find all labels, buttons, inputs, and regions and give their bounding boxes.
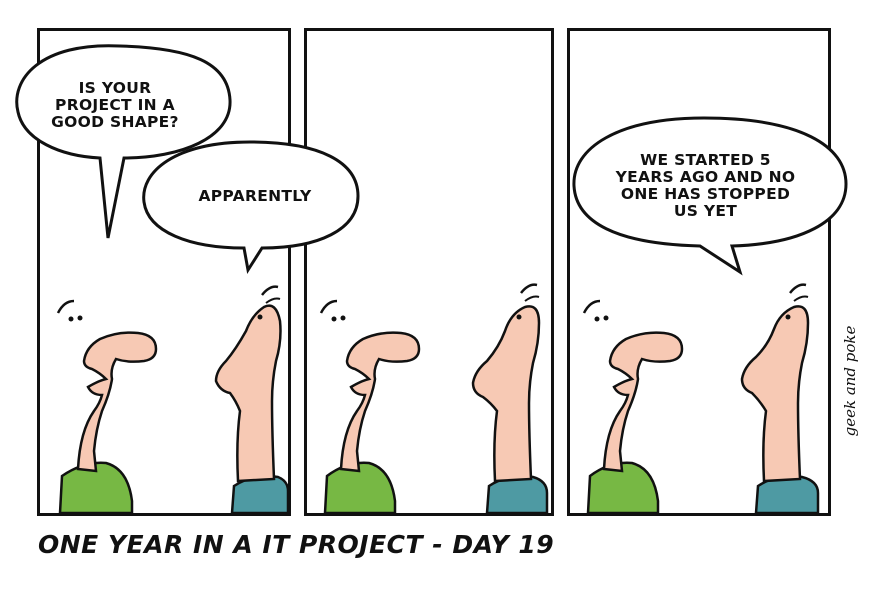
right-character xyxy=(740,283,820,513)
right-character xyxy=(471,283,549,513)
right-character xyxy=(214,285,288,513)
artist-signature-text: geek and poke xyxy=(841,325,859,437)
comic-panel-3 xyxy=(567,28,831,516)
speech-bubble-1-text: IS YOUR PROJECT IN A GOOD SHAPE? xyxy=(51,79,179,131)
comic-panel-2 xyxy=(304,28,554,516)
panel-2-art xyxy=(319,283,549,513)
green-shirt xyxy=(58,461,134,513)
left-character xyxy=(319,299,421,513)
speech-bubble-3-text: WE STARTED 5 YEARS AGO AND NO ONE HAS ST… xyxy=(615,151,796,220)
comic-caption: ONE YEAR IN A IT PROJECT - DAY 19 xyxy=(38,530,555,559)
panel-3-art xyxy=(582,283,820,513)
left-head xyxy=(76,331,158,473)
left-character xyxy=(56,299,158,513)
right-head xyxy=(214,304,282,483)
speech-bubble-2-text: APPARENTLY xyxy=(198,187,312,205)
panel-1-art xyxy=(56,285,288,513)
left-character xyxy=(582,299,684,513)
